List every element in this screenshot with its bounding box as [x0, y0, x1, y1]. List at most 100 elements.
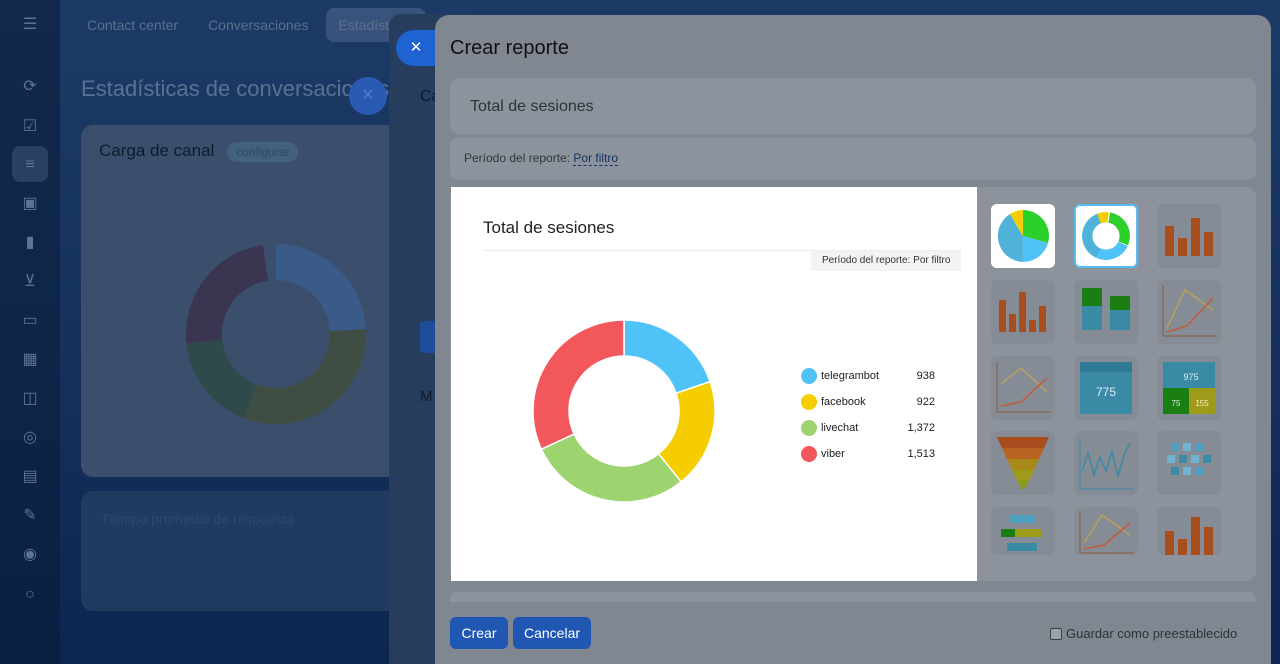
bar-chart-icon [1165, 517, 1213, 555]
line-chart-icon [1079, 511, 1134, 554]
chart-type-bar-2[interactable] [1157, 507, 1221, 555]
preview-divider [483, 250, 961, 251]
legend-item-viber: viber 1,513 [801, 446, 941, 472]
report-period: Período del reporte: Por filtro [450, 138, 1256, 180]
chart-type-number[interactable]: 775 [1074, 356, 1138, 420]
chart-type-line[interactable] [1157, 280, 1221, 344]
period-filter-link[interactable]: Por filtro [573, 151, 619, 166]
left-rail: ☰ ⟳ ☑ ≡ ▣ ▮ ⊻ ▭ ▦ ◫ ◎ ▤ ✎ ◉ ○ [0, 0, 60, 664]
bar-chart-icon [1165, 218, 1213, 256]
settings-icon[interactable]: ◎ [23, 429, 37, 446]
line-series-icon [1079, 437, 1134, 490]
number-widget-value: 775 [1096, 385, 1116, 399]
period-label: Período del reporte: [464, 151, 571, 165]
number-widget-icon: 775 [1080, 362, 1132, 414]
donut-slice-telegrambot [623, 319, 712, 395]
card-icon[interactable]: ▭ [22, 312, 38, 329]
number-grid-value-2: 75 [1172, 399, 1181, 408]
configure-link[interactable]: configurar [227, 142, 299, 162]
middle-panel-button[interactable] [420, 321, 436, 353]
tab-conversaciones[interactable]: Conversaciones [208, 17, 309, 33]
heatmap-icon [1167, 443, 1211, 475]
bar-chart-icon [999, 292, 1046, 332]
report-name-field[interactable]: Total de sesiones [450, 78, 1256, 134]
donut-slice-viber [532, 319, 625, 451]
calendar-icon[interactable]: ▦ [22, 351, 38, 368]
close-panel-button[interactable]: ✕ [396, 30, 436, 66]
card-title: Tiempo promedio de respuesta [101, 511, 295, 527]
cancel-button[interactable]: Cancelar [513, 617, 591, 649]
middle-panel-label: M [420, 388, 433, 405]
legend-label: viber [821, 448, 845, 460]
legend-label: livechat [821, 422, 859, 434]
legend-value: 938 [916, 370, 935, 382]
chart-type-bar-grouped[interactable] [991, 280, 1055, 344]
legend-swatch [801, 368, 817, 384]
chart-type-stacked-bar[interactable] [1074, 280, 1138, 344]
save-default-checkbox[interactable] [1050, 627, 1062, 640]
legend-value: 1,513 [907, 448, 935, 460]
filter-icon[interactable]: ≡ [25, 156, 35, 173]
footer-divider [450, 592, 1256, 602]
chart-type-line-2[interactable] [1074, 507, 1138, 555]
activity-icon[interactable]: ⟳ [23, 78, 37, 95]
gantt-icon [1001, 515, 1041, 551]
panel-title: Crear reporte [450, 37, 569, 59]
chart-type-bar[interactable] [1157, 204, 1221, 268]
sign-icon[interactable]: ✎ [23, 507, 37, 524]
donut-slice-livechat [540, 433, 683, 503]
create-button[interactable]: Crear [450, 617, 508, 649]
briefcase-icon[interactable]: ◫ [22, 390, 38, 407]
chart-type-gantt[interactable] [991, 507, 1055, 555]
chart-type-heatmap[interactable] [1157, 431, 1221, 495]
chart-legend: telegrambot 938 facebook 922 livechat 1,372 vi… [801, 368, 941, 472]
more-icon[interactable]: ○ [25, 586, 35, 603]
tasks-icon[interactable]: ☑ [22, 118, 38, 135]
report-preview: Total de sesiones Período del reporte: P… [451, 187, 977, 581]
legend-swatch [801, 446, 817, 462]
legend-value: 1,372 [907, 422, 935, 434]
report-name-value: Total de sesiones [470, 98, 594, 115]
stacked-bar-icon [1082, 288, 1130, 330]
chart-type-line-alt[interactable] [991, 356, 1055, 420]
number-grid-value-3: 155 [1195, 399, 1209, 408]
eye-icon[interactable]: ◉ [23, 546, 37, 563]
background-donut-chart [186, 244, 366, 424]
cart-icon[interactable]: ⊻ [24, 273, 36, 290]
menu-icon[interactable]: ☰ [22, 16, 38, 33]
legend-label: telegrambot [821, 370, 880, 382]
donut-chart-icon [1082, 212, 1130, 260]
legend-item-telegrambot: telegrambot 938 [801, 368, 941, 394]
legend-value: 922 [916, 396, 935, 408]
chart-type-donut[interactable] [1074, 204, 1138, 268]
stats-icon[interactable]: ▮ [25, 234, 35, 251]
bot-icon[interactable]: ▣ [22, 195, 38, 212]
preview-title: Total de sesiones [483, 218, 615, 237]
chart-type-line-series[interactable] [1074, 431, 1138, 495]
rail-active-highlight [12, 146, 48, 182]
channel-load-card: Carga de canal configurar [81, 125, 411, 477]
preview-period-badge: Período del reporte: Por filtro [811, 251, 962, 271]
close-icon[interactable]: ✕ [349, 77, 387, 115]
legend-label: facebook [821, 396, 866, 408]
page-title: Estadísticas de conversaciones [81, 76, 390, 101]
legend-swatch [801, 420, 817, 436]
line-chart-icon [996, 362, 1051, 413]
chart-type-number-grid[interactable]: 975 75 155 [1157, 356, 1221, 420]
donut-chart [532, 319, 716, 503]
chart-type-pie[interactable] [991, 204, 1055, 268]
chart-type-funnel[interactable] [991, 431, 1055, 495]
funnel-icon [997, 437, 1049, 491]
save-default-option[interactable]: Guardar como preestablecido [1050, 626, 1237, 641]
number-grid-icon: 975 75 155 [1163, 362, 1215, 414]
legend-swatch [801, 394, 817, 410]
top-tabs: Contact center Conversaciones Estadístic… [75, 8, 426, 42]
card-title: Carga de canal [99, 141, 215, 160]
pie-chart-icon [997, 210, 1049, 262]
legend-item-facebook: facebook 922 [801, 394, 941, 420]
number-grid-value-1: 975 [1183, 372, 1198, 382]
tab-contact-center[interactable]: Contact center [87, 17, 179, 33]
legend-item-livechat: livechat 1,372 [801, 420, 941, 446]
docs-icon[interactable]: ▤ [22, 468, 38, 485]
line-chart-icon [1162, 286, 1217, 337]
